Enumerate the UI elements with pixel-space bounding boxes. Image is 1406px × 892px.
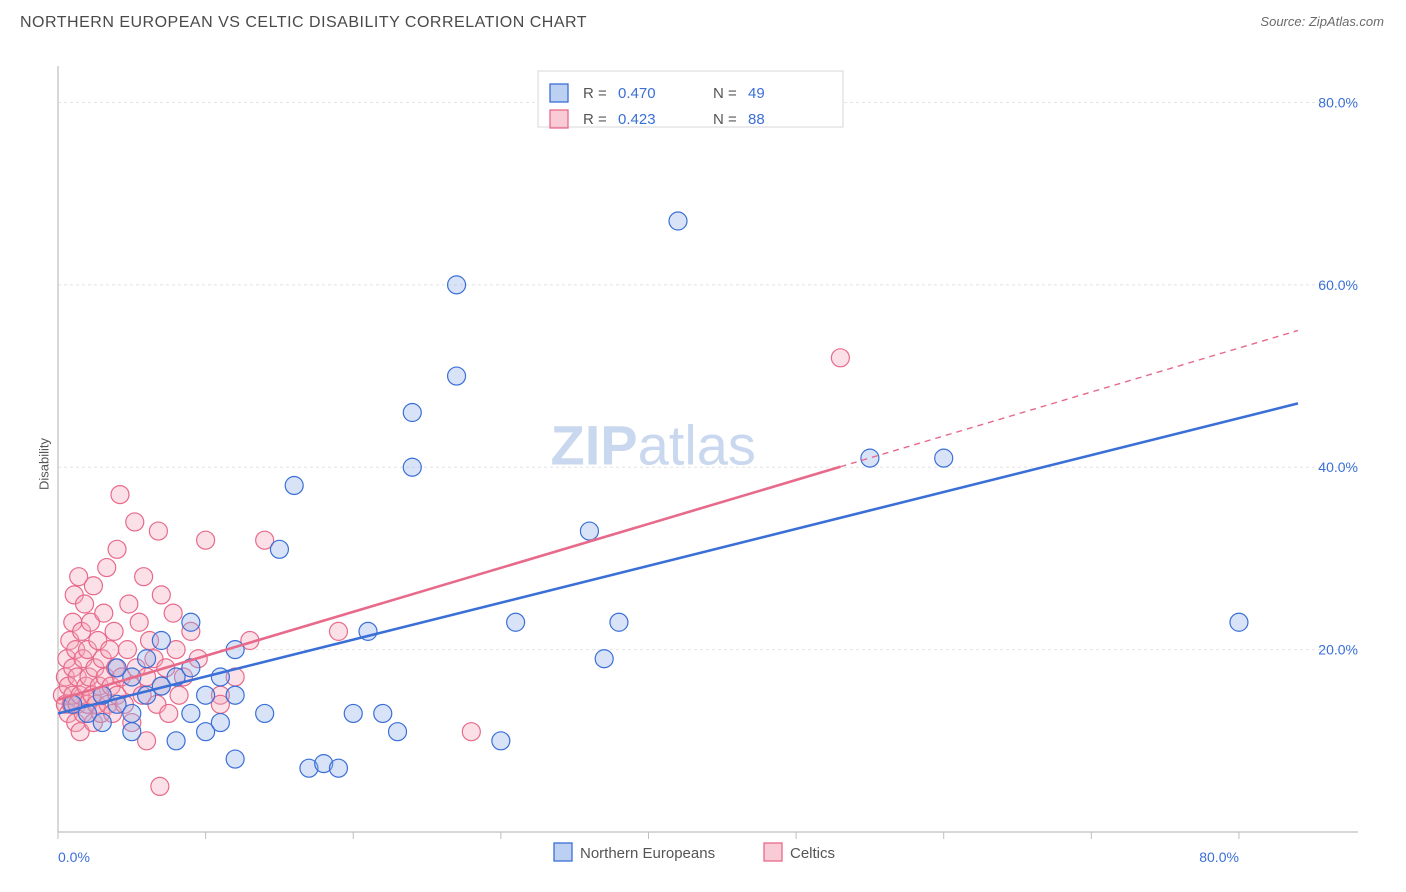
svg-text:N =: N = <box>713 85 737 102</box>
svg-text:Northern Europeans: Northern Europeans <box>580 845 715 862</box>
svg-text:80.0%: 80.0% <box>1318 94 1358 110</box>
svg-text:N =: N = <box>713 111 737 128</box>
header-bar: NORTHERN EUROPEAN VS CELTIC DISABILITY C… <box>20 14 1384 38</box>
svg-text:0.423: 0.423 <box>618 111 656 128</box>
svg-text:60.0%: 60.0% <box>1318 277 1358 293</box>
svg-text:0.0%: 0.0% <box>58 849 90 865</box>
chart-container: Disability 20.0% 40.0% 60.0% 80.0% 0.0% 80.0%… <box>18 48 1388 880</box>
svg-text:40.0%: 40.0% <box>1318 459 1358 475</box>
svg-text:R =: R = <box>583 85 607 102</box>
svg-text:ZIPatlas: ZIPatlas <box>550 413 755 476</box>
scatter-chart: 20.0% 40.0% 60.0% 80.0% 0.0% 80.0% ZIPatlas R =… <box>18 48 1388 880</box>
svg-text:88: 88 <box>748 111 765 128</box>
svg-text:0.470: 0.470 <box>618 85 656 102</box>
chart-title: NORTHERN EUROPEAN VS CELTIC DISABILITY C… <box>20 14 587 31</box>
source-label: Source: <box>1260 14 1305 29</box>
svg-text:80.0%: 80.0% <box>1199 849 1239 865</box>
svg-text:R =: R = <box>583 111 607 128</box>
svg-text:49: 49 <box>748 85 765 102</box>
svg-text:20.0%: 20.0% <box>1318 642 1358 658</box>
svg-text:Celtics: Celtics <box>790 845 835 862</box>
source-attribution: Source: ZipAtlas.com <box>1260 14 1384 29</box>
y-axis-label: Disability <box>37 438 52 490</box>
source-name: ZipAtlas.com <box>1309 14 1384 29</box>
